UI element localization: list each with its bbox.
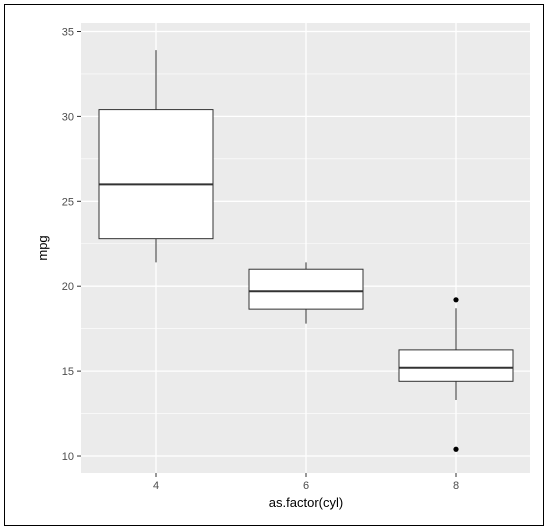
- outlier-point: [453, 297, 458, 302]
- boxplot-chart: 10 15 20 25 30 35 4 6 8 as.factor(cyl) mpg: [35, 15, 530, 515]
- outlier-point: [453, 447, 458, 452]
- chart-svg: 10 15 20 25 30 35 4 6 8 as.factor(cyl) mpg: [35, 15, 530, 515]
- y-tick-label: 10: [62, 451, 74, 463]
- x-tick-label: 4: [153, 480, 159, 492]
- x-axis-title: as.factor(cyl): [269, 495, 343, 510]
- y-tick-label: 30: [62, 111, 74, 123]
- x-tick-label: 6: [303, 480, 309, 492]
- image-frame: 10 15 20 25 30 35 4 6 8 as.factor(cyl) mpg: [4, 4, 544, 526]
- box: [99, 110, 213, 239]
- x-tick-label: 8: [453, 480, 459, 492]
- y-tick-label: 35: [62, 26, 74, 38]
- y-tick-label: 20: [62, 281, 74, 293]
- box: [249, 269, 363, 309]
- y-axis-title: mpg: [35, 235, 50, 260]
- y-tick-label: 25: [62, 196, 74, 208]
- y-tick-label: 15: [62, 366, 74, 378]
- box: [399, 350, 513, 381]
